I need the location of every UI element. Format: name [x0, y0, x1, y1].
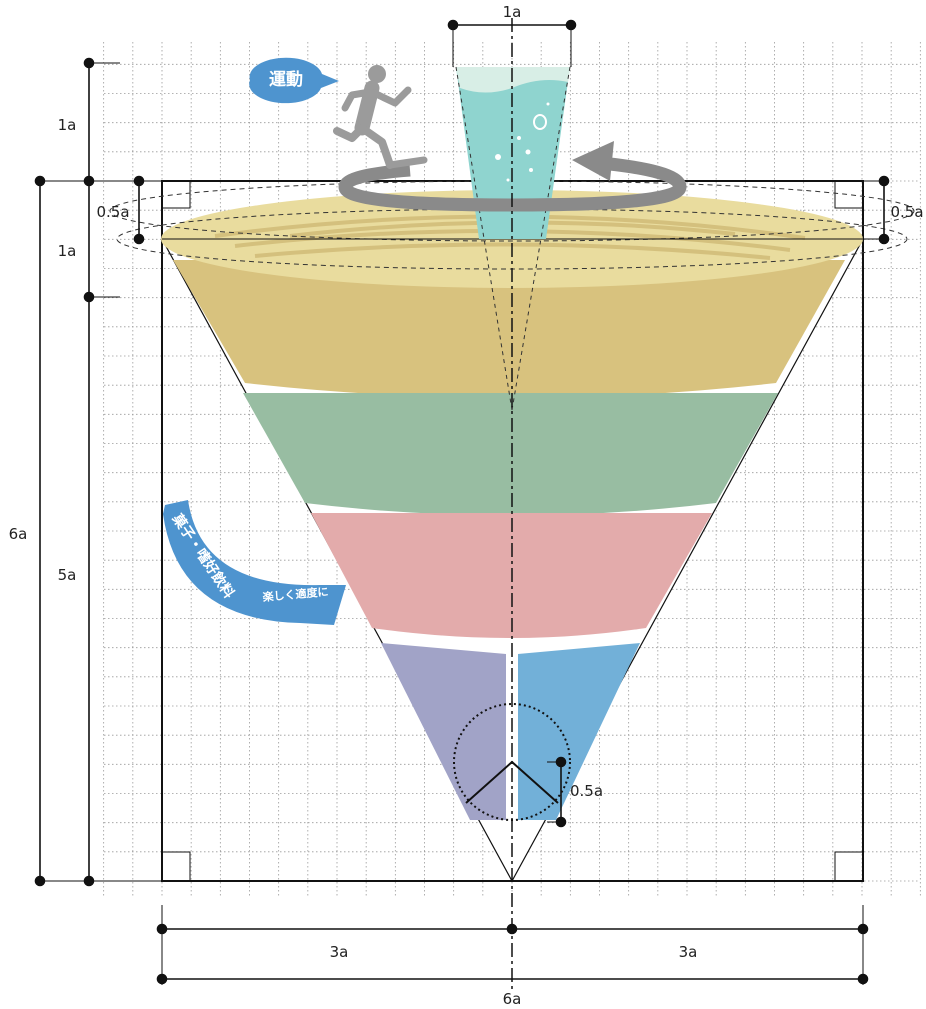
runner-icon: [333, 65, 428, 169]
label-circle-radius: 0.5a: [570, 782, 603, 800]
right-angle-marks: [162, 181, 863, 881]
label-disc-height: 1a: [58, 242, 77, 260]
glass-guides: [455, 66, 571, 411]
label-total-height: 6a: [9, 525, 28, 543]
label-top-width: 1a: [503, 3, 522, 21]
axle-circle: [453, 703, 571, 821]
label-half-right: 0.5a: [890, 203, 923, 221]
band-4-left: [381, 643, 506, 820]
dimension-lines: [34, 19, 890, 985]
label-half-left: 0.5a: [96, 203, 129, 221]
exercise-tag: 運動: [249, 57, 339, 104]
label-bottom-right: 3a: [679, 943, 698, 961]
band-1: [173, 260, 845, 398]
label-top-height: 1a: [58, 116, 77, 134]
glass: [456, 67, 570, 239]
axle-v: [465, 760, 559, 804]
glass-foam: [456, 67, 570, 93]
exercise-tag-label: 運動: [269, 69, 303, 90]
band-4-right: [518, 643, 640, 820]
label-bottom-total: 6a: [503, 990, 522, 1008]
band-2: [243, 393, 778, 516]
snacks-tag-sublabel: 楽しく適度に: [261, 584, 329, 604]
label-body-height: 5a: [58, 566, 77, 584]
label-bottom-left: 3a: [330, 943, 349, 961]
